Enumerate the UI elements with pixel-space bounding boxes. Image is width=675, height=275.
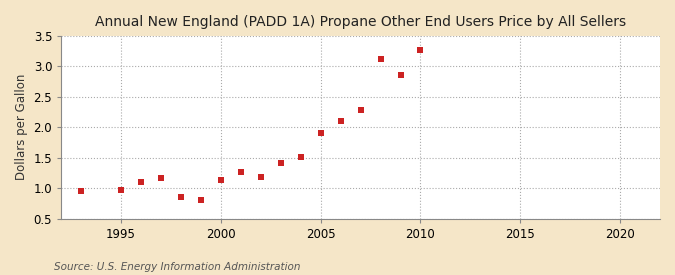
Point — [76, 189, 86, 194]
Point — [415, 48, 426, 52]
Point — [176, 195, 186, 200]
Point — [375, 57, 386, 61]
Point — [236, 170, 246, 174]
Point — [355, 108, 366, 112]
Point — [215, 178, 226, 183]
Text: Source: U.S. Energy Information Administration: Source: U.S. Energy Information Administ… — [54, 262, 300, 272]
Point — [335, 118, 346, 123]
Point — [156, 176, 167, 181]
Point — [196, 198, 207, 202]
Point — [315, 131, 326, 135]
Point — [136, 180, 146, 184]
Point — [395, 73, 406, 78]
Y-axis label: Dollars per Gallon: Dollars per Gallon — [15, 74, 28, 180]
Point — [296, 154, 306, 159]
Point — [255, 175, 266, 180]
Point — [115, 188, 126, 192]
Point — [275, 161, 286, 165]
Title: Annual New England (PADD 1A) Propane Other End Users Price by All Sellers: Annual New England (PADD 1A) Propane Oth… — [95, 15, 626, 29]
